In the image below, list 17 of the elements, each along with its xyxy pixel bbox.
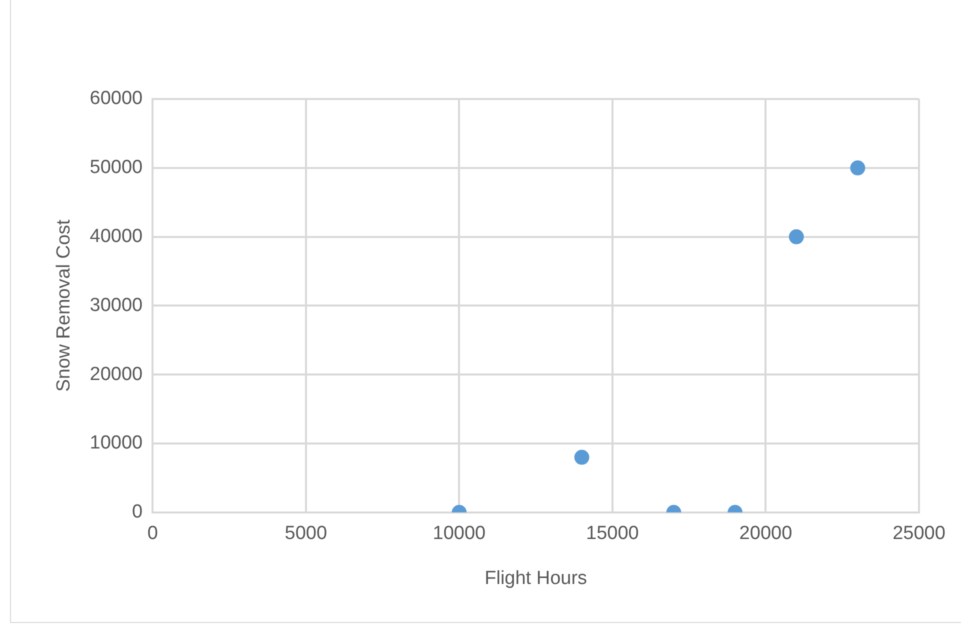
x-tick-label: 0: [147, 523, 158, 544]
y-tick-label: 50000: [90, 157, 143, 178]
x-tick-label: 5000: [284, 523, 328, 544]
y-tick-label: 30000: [90, 294, 143, 316]
y-axis-title: Snow Removal Cost: [54, 218, 75, 392]
x-tick-label: 25000: [892, 523, 946, 544]
x-axis-title: Flight Hours: [484, 568, 588, 589]
point: [850, 160, 866, 176]
y-tick-label: 40000: [90, 226, 143, 248]
y-tick-label: 20000: [90, 364, 143, 385]
point: [788, 229, 804, 244]
x-tick-label: 10000: [432, 523, 486, 544]
x-tick-label: 20000: [739, 523, 792, 544]
y-tick-label: 60000: [90, 88, 143, 110]
y-tick-label: 0: [132, 502, 143, 523]
y-tick-label: 10000: [90, 432, 143, 454]
x-tick-label: 15000: [586, 523, 639, 544]
